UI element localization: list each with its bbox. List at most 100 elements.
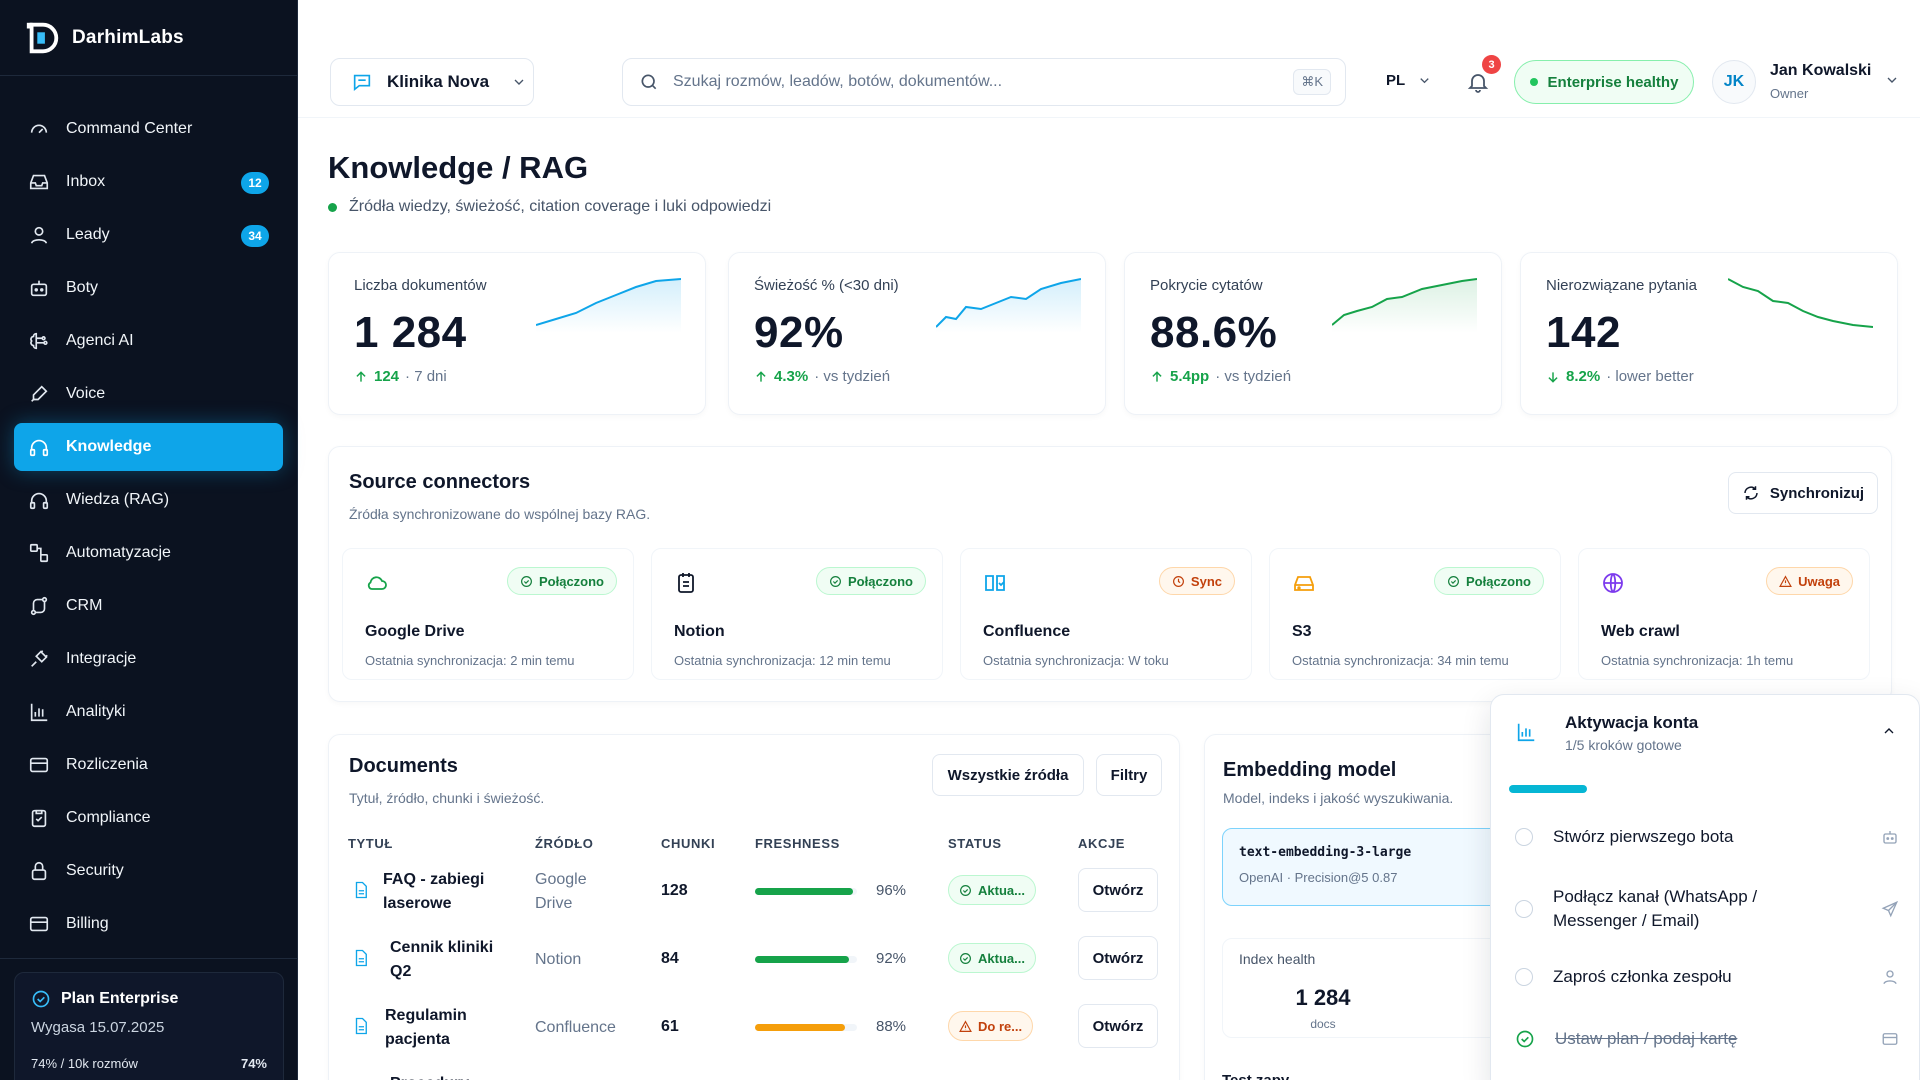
index-health-value: 1 284 — [1295, 985, 1351, 1010]
user-menu[interactable]: Jan Kowalski Owner — [1770, 62, 1871, 101]
kpi-value: 88.6% — [1150, 308, 1278, 357]
sync-button[interactable]: Synchronizuj — [1728, 472, 1878, 514]
onboarding-step-invite-member[interactable]: Zaproś członka zespołu — [1509, 967, 1899, 987]
notification-badge: 3 — [1482, 55, 1501, 74]
connectors-title: Source connectors — [349, 471, 531, 493]
globe-icon — [1603, 573, 1623, 593]
search-input[interactable]: Szukaj rozmów, leadów, botów, dokumentów… — [673, 73, 1003, 90]
hard-drive-icon — [1294, 576, 1314, 591]
embedding-subtitle: Model, indeks i jakość wyszukiwania. — [1223, 790, 1454, 806]
kpi-card-unresolved: Nierozwiązane pytania 142 8.2% · lower b… — [1520, 252, 1898, 415]
sidebar-item-label: Leady — [66, 226, 110, 243]
bot-icon — [1883, 831, 1897, 844]
avatar[interactable]: JK — [1712, 60, 1756, 104]
open-document-button[interactable]: Otwórz — [1078, 868, 1158, 912]
topbar — [298, 0, 1920, 118]
sidebar-item-compliance[interactable]: Compliance — [14, 794, 283, 842]
sidebar-item-automatyzacje[interactable]: Automatyzacje — [14, 529, 283, 577]
health-status-pill[interactable]: Enterprise healthy — [1514, 60, 1694, 104]
sidebar-item-label: Inbox — [66, 173, 106, 190]
sidebar-item-inbox[interactable]: Inbox 12 — [14, 158, 283, 206]
check-circle-icon[interactable] — [1515, 1029, 1535, 1049]
sidebar-item-agenci-ai[interactable]: Agenci AI — [14, 317, 283, 365]
step-label-line: Podłącz kanał (WhatsApp / — [1553, 887, 1758, 906]
plan-card[interactable]: Plan Enterprise Wygasa 15.07.2025 74% / … — [14, 972, 284, 1080]
sidebar-item-wiedza-rag[interactable]: Wiedza (RAG) — [14, 476, 283, 524]
sidebar-item-integracje[interactable]: Integracje — [14, 635, 283, 683]
query-test-label: Test zapy — [1222, 1072, 1289, 1080]
connector-status-badge: Sync — [1158, 567, 1235, 595]
step-checkbox[interactable] — [1515, 828, 1533, 846]
brain-icon — [30, 332, 48, 350]
connector-card-notion[interactable]: Połączono Notion Ostatnia synchronizacja… — [651, 548, 943, 680]
check-circle-icon — [830, 575, 841, 587]
open-document-button[interactable]: Otwórz — [1078, 936, 1158, 980]
sidebar-item-analityki[interactable]: Analityki — [14, 688, 283, 736]
kpi-value: 142 — [1546, 308, 1621, 357]
doc-title[interactable]: Procedury — [390, 1072, 469, 1080]
user-role: Owner — [1770, 86, 1809, 101]
source-filter-button[interactable]: Wszystkie źródła — [932, 754, 1084, 796]
sidebar-item-billing[interactable]: Billing — [14, 900, 283, 948]
connector-name: S3 — [1292, 623, 1312, 640]
refresh-icon — [1744, 486, 1758, 500]
onboarding-progress-fill — [1509, 785, 1587, 793]
onboarding-step-create-bot[interactable]: Stwórz pierwszego bota — [1509, 827, 1899, 847]
onboarding-step-set-plan[interactable]: Ustaw plan / podaj kartę — [1509, 1029, 1899, 1049]
onboarding-panel: Aktywacja konta 1/5 kroków gotowe Stwórz… — [1490, 694, 1920, 1080]
onboarding-step-connect-channel[interactable]: Podłącz kanał (WhatsApp / Messenger / Ema… — [1509, 885, 1899, 933]
language-select[interactable]: PL — [1386, 72, 1432, 89]
chevron-up-icon[interactable] — [1881, 723, 1897, 739]
freshness-bar — [755, 956, 857, 963]
embedding-model-card[interactable]: text-embedding-3-large OpenAI · Precisio… — [1222, 828, 1512, 906]
kpi-delta: 5.4pp · vs tydzień — [1150, 368, 1476, 385]
sidebar-item-boty[interactable]: Boty — [14, 264, 283, 312]
sidebar-item-leady[interactable]: Leady 34 — [14, 211, 283, 259]
bell-icon[interactable] — [1466, 70, 1490, 94]
kpi-label: Nierozwiązane pytania — [1546, 277, 1697, 294]
freshness-bar-fill — [755, 956, 849, 963]
sidebar-item-crm[interactable]: CRM — [14, 582, 283, 630]
step-checkbox[interactable] — [1515, 968, 1533, 986]
doc-title[interactable]: Cennik kliniki Q2 — [390, 936, 493, 984]
connector-card-google-drive[interactable]: Połączono Google Drive Ostatnia synchron… — [342, 548, 634, 680]
doc-source: Confluence — [535, 1019, 616, 1036]
plan-expiry: Wygasa 15.07.2025 — [31, 1019, 165, 1036]
global-search[interactable]: Szukaj rozmów, leadów, botów, dokumentów… — [622, 58, 1346, 106]
org-switcher[interactable]: Klinika Nova — [330, 58, 534, 106]
step-checkbox[interactable] — [1515, 900, 1533, 918]
connector-card-s3[interactable]: Połączono S3 Ostatnia synchronizacja: 34… — [1269, 548, 1561, 680]
connector-card-confluence[interactable]: Sync Confluence Ostatnia synchronizacja:… — [960, 548, 1252, 680]
doc-title[interactable]: FAQ - zabiegi laserowe — [383, 868, 484, 916]
doc-title-line: laserowe — [383, 895, 452, 912]
step-label: Zaproś członka zespołu — [1553, 967, 1732, 986]
page-subtitle: Źródła wiedzy, świeżość, citation covera… — [328, 198, 771, 216]
column-header-status: STATUS — [948, 836, 1002, 851]
kpi-delta: 124 · 7 dni — [354, 368, 680, 385]
doc-source-line: Google — [535, 871, 587, 888]
sidebar-item-security[interactable]: Security — [14, 847, 283, 895]
chevron-down-icon[interactable] — [1884, 72, 1900, 88]
org-name: Klinika Nova — [387, 72, 490, 91]
sidebar-item-knowledge[interactable]: Knowledge — [14, 423, 283, 471]
sidebar-item-label: Voice — [66, 385, 106, 402]
column-header-title: TYTUŁ — [348, 836, 393, 851]
sidebar-item-command-center[interactable]: Command Center — [14, 105, 283, 153]
column-header-source: ŹRÓDŁO — [535, 836, 594, 851]
cloud-icon — [367, 576, 387, 590]
doc-title[interactable]: Regulamin pacjenta — [385, 1004, 467, 1052]
doc-chunks: 128 — [661, 882, 688, 899]
status-dot — [328, 202, 337, 212]
brand[interactable]: DarhimLabs — [0, 0, 297, 76]
connector-card-web-crawl[interactable]: Uwaga Web crawl Ostatnia synchronizacja:… — [1578, 548, 1870, 680]
open-document-button[interactable]: Otwórz — [1078, 1004, 1158, 1048]
sidebar-item-voice[interactable]: Voice — [14, 370, 283, 418]
sidebar-item-rozliczenia[interactable]: Rozliczenia — [14, 741, 283, 789]
book-open-icon — [985, 575, 1005, 591]
kpi-value: 92% — [754, 308, 844, 357]
doc-source: Notion — [535, 951, 582, 968]
credit-card-icon — [29, 916, 49, 932]
filters-button[interactable]: Filtry — [1096, 754, 1162, 796]
headphones-icon — [29, 492, 49, 510]
check-circle-icon — [32, 990, 50, 1008]
